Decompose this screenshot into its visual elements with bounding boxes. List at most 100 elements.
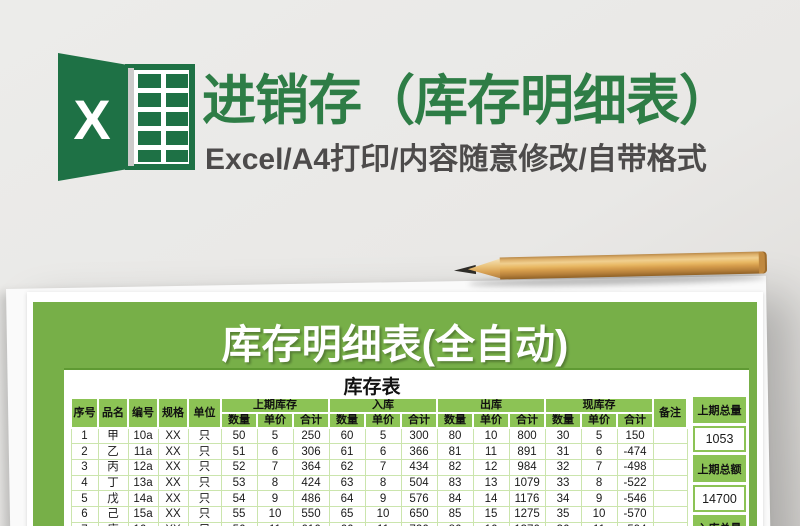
summary-label: 上期总量 [693, 397, 746, 423]
table-cell: 16 [472, 521, 510, 526]
table-cell: 366 [400, 443, 438, 460]
table-cell: 35 [544, 505, 582, 523]
table-cell: 丁 [97, 474, 129, 492]
table-cell: XX [157, 474, 189, 492]
pencil-end [758, 251, 768, 274]
excel-logo-icon: X [58, 53, 195, 181]
summary-label: 入库总量 [693, 515, 746, 526]
table-cell: 8 [364, 474, 402, 492]
table-cell: 550 [292, 505, 330, 523]
column-subheader: 数量 [220, 412, 258, 429]
column-header: 编号 [127, 397, 159, 429]
table-cell: 8 [580, 474, 618, 492]
table-cell: 10 [256, 505, 294, 523]
table-cell: 6 [70, 505, 99, 523]
table-cell: 16a [127, 521, 159, 526]
table-row: 5 戊 14a XX 只 54 9 486 64 9 576 84 14 1176 34 9 -546 [70, 490, 688, 507]
table-cell: XX [157, 427, 189, 445]
table-cell: 15a [127, 505, 159, 523]
table-cell: 60 [328, 427, 366, 445]
table-cell: 83 [436, 474, 474, 492]
table-cell: 只 [187, 474, 222, 492]
table-cell: 63 [328, 474, 366, 492]
table-cell: 7 [70, 521, 99, 526]
table-cell: 7 [256, 458, 294, 476]
header-group-row: 序号 品名 编号 规格 单位 上期库存 入库 出库 现库存 备注 [70, 397, 689, 429]
table-cell: 只 [187, 458, 222, 476]
table-cell: 11 [580, 521, 618, 526]
table-cell: 504 [400, 474, 438, 492]
table-cell: 650 [400, 505, 438, 523]
column-group-header: 入库 [328, 397, 439, 414]
table-cell: 10a [127, 427, 159, 445]
table-cell: -474 [616, 443, 654, 460]
table-cell: 8 [256, 474, 294, 492]
excel-logo-letter: X [73, 88, 110, 151]
column-subheader: 合计 [508, 412, 547, 429]
inventory-table: 序号 品名 编号 规格 单位 上期库存 入库 出库 现库存 备注 数量 单价 合计 数量 单价 合计 数量 单价合… [70, 397, 689, 526]
table-cell: 50 [220, 427, 258, 445]
table-cell: 33 [544, 474, 582, 492]
table-cell: XX [157, 443, 189, 460]
table-cell: 36 [544, 521, 582, 526]
table-cell: 只 [187, 427, 222, 445]
table-cell: 1176 [508, 490, 546, 507]
column-subheader: 合计 [616, 412, 655, 429]
table-cell: 81 [436, 443, 474, 460]
table-cell: 乙 [97, 443, 129, 460]
column-subheader: 合计 [291, 412, 331, 429]
table-cell: 54 [220, 490, 258, 507]
table-cell: 10 [364, 505, 402, 523]
pencil-cone [468, 257, 504, 280]
worksheet-panel: 库存表 序号 品名 编号 规格 单位 上期库存 入库 出库 现库存 备注 数量 单价 合计 数量 单价 合计数… [64, 368, 749, 526]
table-cell: -498 [616, 458, 654, 476]
column-header: 单位 [187, 397, 222, 429]
table-cell: XX [157, 505, 189, 523]
table-cell: 84 [436, 490, 474, 507]
column-subheader: 单价 [364, 412, 403, 429]
column-subheader: 数量 [544, 412, 583, 429]
table-cell: -522 [616, 474, 654, 492]
table-cell: 9 [364, 490, 402, 507]
table-cell: 5 [70, 490, 99, 507]
table-cell [652, 443, 688, 460]
column-subheader: 单价 [472, 412, 511, 429]
table-cell: -546 [616, 490, 654, 507]
summary-value: 14700 [693, 485, 746, 512]
table-cell: 64 [328, 490, 366, 507]
column-header: 品名 [97, 397, 129, 429]
table-cell: 7 [580, 458, 618, 476]
table-cell: 250 [292, 427, 330, 445]
table-cell: 726 [400, 521, 438, 526]
table-cell: 6 [364, 443, 402, 460]
table-cell: 56 [220, 521, 258, 526]
summary-panel: 上期总量 1053 上期总额 14700 入库总量 [693, 397, 746, 526]
table-row: 2 乙 11a XX 只 51 6 306 61 6 366 81 11 891 31 6 -474 [70, 443, 688, 460]
table-cell: 55 [220, 505, 258, 523]
table-cell [652, 458, 688, 476]
column-group-header: 出库 [436, 397, 547, 414]
table-cell: 34 [544, 490, 582, 507]
table-cell: 15 [472, 505, 510, 523]
table-cell: 800 [508, 427, 546, 445]
column-subheader: 合计 [400, 412, 439, 429]
table-cell: 364 [292, 458, 330, 476]
column-group-header: 上期库存 [219, 397, 331, 414]
worksheet: 库存明细表(全自动) 库存表 序号 品名 编号 规格 单位 上期库存 入库 出库 现库存 备注 数量… [27, 292, 763, 526]
table-cell: 5 [256, 427, 294, 445]
column-group-header: 现库存 [544, 397, 655, 414]
table-cell: 66 [328, 521, 366, 526]
table-cell: 14 [472, 490, 510, 507]
table-cell: 12 [472, 458, 510, 476]
table-cell: 616 [292, 521, 330, 526]
table-cell: -570 [616, 505, 654, 523]
table-cell: 62 [328, 458, 366, 476]
table-row: 6 己 15a XX 只 55 10 550 65 10 650 85 15 1275 35 10 -570 [70, 505, 688, 523]
table-cell: XX [157, 490, 189, 507]
column-subheader: 数量 [328, 412, 367, 429]
table-cell: 12a [127, 458, 159, 476]
table-row: 4 丁 13a XX 只 53 8 424 63 8 504 83 13 1079 33 8 -522 [70, 474, 688, 492]
table-cell: 6 [580, 443, 618, 460]
table-cell [652, 505, 688, 523]
table-cell: 1275 [508, 505, 546, 523]
